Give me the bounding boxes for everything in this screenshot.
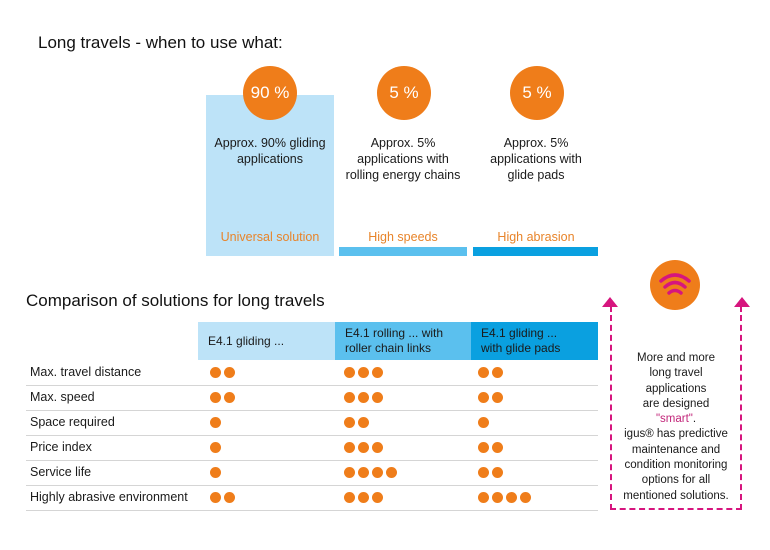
rating-dots <box>210 392 235 403</box>
rating-dots <box>344 492 383 503</box>
rating-dot <box>344 392 355 403</box>
table-row: Highly abrasive environment <box>26 485 598 511</box>
column-description: Approx. 5% applications with glide pads <box>490 136 582 182</box>
rating-dot <box>478 467 489 478</box>
rating-dot <box>224 367 235 378</box>
row-label: Space required <box>30 415 115 429</box>
rating-dot <box>344 367 355 378</box>
rating-dot <box>478 367 489 378</box>
rating-dots <box>478 442 503 453</box>
rating-dot <box>358 492 369 503</box>
rating-dot <box>492 467 503 478</box>
rating-dot <box>344 467 355 478</box>
table-row: Max. travel distance <box>26 360 598 386</box>
column-tag: Universal solution <box>220 230 320 244</box>
rating-dots <box>210 467 221 478</box>
row-label: Highly abrasive environment <box>30 490 188 504</box>
rating-dot <box>210 492 221 503</box>
column-tag: High abrasion <box>497 230 575 244</box>
rating-dot <box>210 367 221 378</box>
rating-dots <box>478 492 531 503</box>
rating-dot <box>210 442 221 453</box>
rating-dots <box>344 392 383 403</box>
rating-dot <box>224 492 235 503</box>
table-row: Space required <box>26 410 598 436</box>
rating-dot <box>386 467 397 478</box>
rating-dots <box>478 367 503 378</box>
rating-dot <box>492 442 503 453</box>
rating-dots <box>478 417 489 428</box>
rating-dot <box>372 467 383 478</box>
wifi-signal-icon <box>650 260 700 310</box>
rating-dot <box>224 392 235 403</box>
rating-dots <box>478 467 503 478</box>
rating-dot <box>492 492 503 503</box>
rating-dot <box>372 392 383 403</box>
rating-dots <box>344 467 397 478</box>
percent-badge: 90 % <box>243 66 297 120</box>
rating-dots <box>210 492 235 503</box>
rating-dot <box>344 442 355 453</box>
rating-dots <box>344 417 369 428</box>
percent-badge: 5 % <box>510 66 564 120</box>
column-description: Approx. 5% applications with rolling energ… <box>345 136 461 182</box>
page-title: Long travels - when to use what: <box>38 33 283 52</box>
table-header: E4.1 gliding ... with glide pads <box>471 322 598 360</box>
rating-dots <box>344 442 383 453</box>
rating-dot <box>358 367 369 378</box>
smart-note-box <box>610 305 742 510</box>
table-row: Max. speed <box>26 385 598 411</box>
table-row: Service life <box>26 460 598 486</box>
rating-dot <box>492 367 503 378</box>
rating-dot <box>372 367 383 378</box>
rating-dot <box>358 417 369 428</box>
rating-dot <box>478 392 489 403</box>
rating-dot <box>358 392 369 403</box>
smart-note-text: More and more long travel applications are … <box>623 352 729 502</box>
rating-dots <box>210 367 235 378</box>
rating-dot <box>358 442 369 453</box>
column-tag: High speeds <box>368 230 438 244</box>
rating-dots <box>344 367 383 378</box>
rating-dot <box>210 417 221 428</box>
universal-solution-panel <box>206 95 334 256</box>
rating-dot <box>372 442 383 453</box>
rating-dot <box>344 417 355 428</box>
comparison-title: Comparison of solutions for long travels <box>26 291 325 310</box>
table-row: Price index <box>26 435 598 461</box>
rating-dot <box>492 392 503 403</box>
row-label: Max. speed <box>30 390 95 404</box>
rating-dot <box>506 492 517 503</box>
rating-dot <box>520 492 531 503</box>
rating-dot <box>478 492 489 503</box>
row-label: Max. travel distance <box>30 365 142 379</box>
rating-dot <box>210 392 221 403</box>
row-label: Service life <box>30 465 92 479</box>
rating-dot <box>478 442 489 453</box>
rating-dot <box>358 467 369 478</box>
high-abrasion-bar <box>473 247 598 256</box>
rating-dots <box>210 417 221 428</box>
table-header: E4.1 gliding ... <box>198 322 335 360</box>
rating-dot <box>478 417 489 428</box>
percent-badge: 5 % <box>377 66 431 120</box>
high-speeds-bar <box>339 247 467 256</box>
row-label: Price index <box>30 440 92 454</box>
rating-dots <box>210 442 221 453</box>
rating-dot <box>344 492 355 503</box>
column-description: Approx. 90% gliding applications <box>214 136 326 166</box>
rating-dot <box>372 492 383 503</box>
rating-dot <box>210 467 221 478</box>
rating-dots <box>478 392 503 403</box>
table-header: E4.1 rolling ... with roller chain links <box>335 322 471 360</box>
